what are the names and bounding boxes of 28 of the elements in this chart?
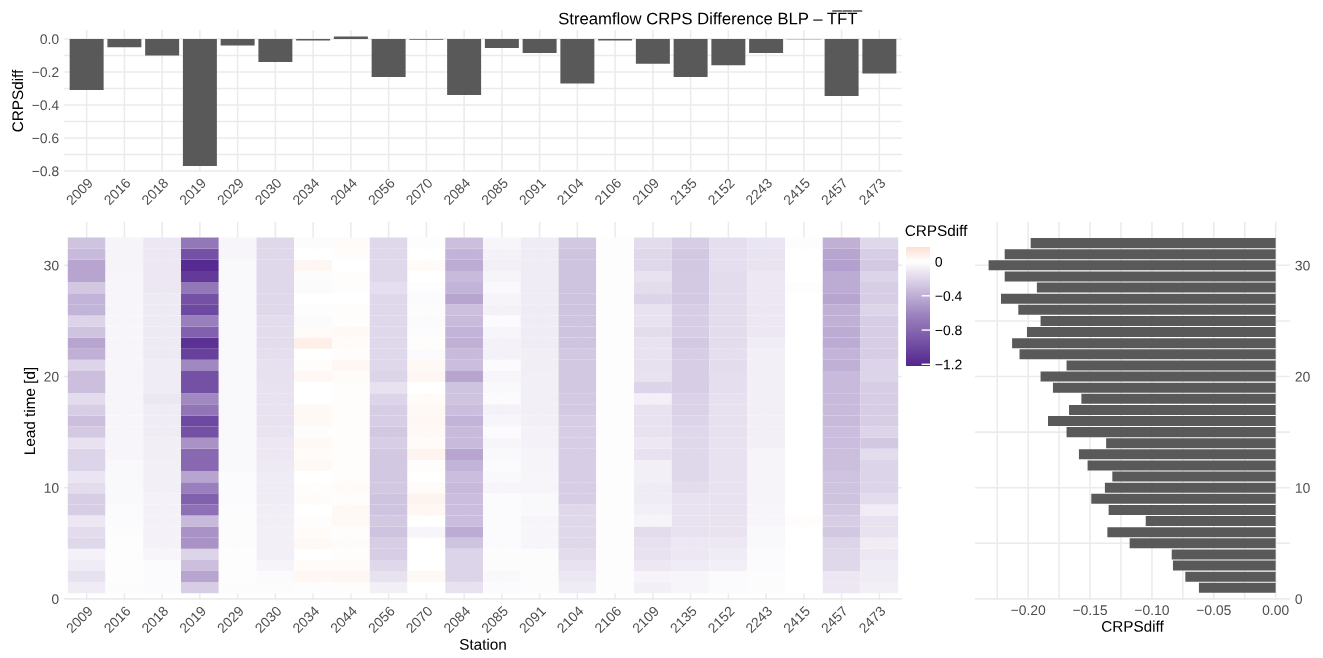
y-tick-label: 30 [44, 260, 59, 271]
y-tick-label: −0.8 [32, 166, 59, 177]
y-tick-label: −0.2 [32, 67, 59, 78]
y-tick-label: 10 [1295, 483, 1310, 493]
chart-title: Streamflow CRPS Difference BLP – T̅F̅T̅ [558, 10, 863, 25]
y-axis-title: CRPSdiff [11, 69, 24, 132]
x-tick-label: −0.15 [1073, 605, 1108, 616]
color-bar-label: 0 [935, 256, 943, 267]
y-tick-label: −0.4 [32, 100, 59, 111]
color-bar-label: −1.2 [935, 359, 962, 370]
color-bar-title: CRPSdiff [905, 224, 968, 237]
x-tick-label: 0.00 [1262, 605, 1289, 616]
color-bar-label: −0.4 [935, 291, 962, 301]
x-tick-label: −0.20 [1011, 605, 1046, 616]
x-axis-title: Station [459, 638, 506, 650]
y-tick-label: 0 [51, 594, 59, 605]
color-bar-label: −0.8 [935, 325, 962, 336]
x-axis-title: CRPSdiff [1102, 620, 1164, 632]
y-tick-label: 20 [1295, 371, 1310, 382]
y-tick-label: 10 [44, 483, 59, 493]
y-tick-label: −0.6 [32, 133, 59, 144]
y-tick-label: 0.0 [40, 34, 59, 45]
x-tick-label: −0.05 [1196, 605, 1231, 616]
y-tick-label: 30 [1295, 260, 1310, 271]
x-tick-label: −0.10 [1135, 605, 1169, 616]
y-tick-label: 20 [44, 371, 59, 382]
y-axis-title: Lead time [d] [23, 367, 39, 454]
y-tick-label: 0 [1295, 594, 1303, 605]
